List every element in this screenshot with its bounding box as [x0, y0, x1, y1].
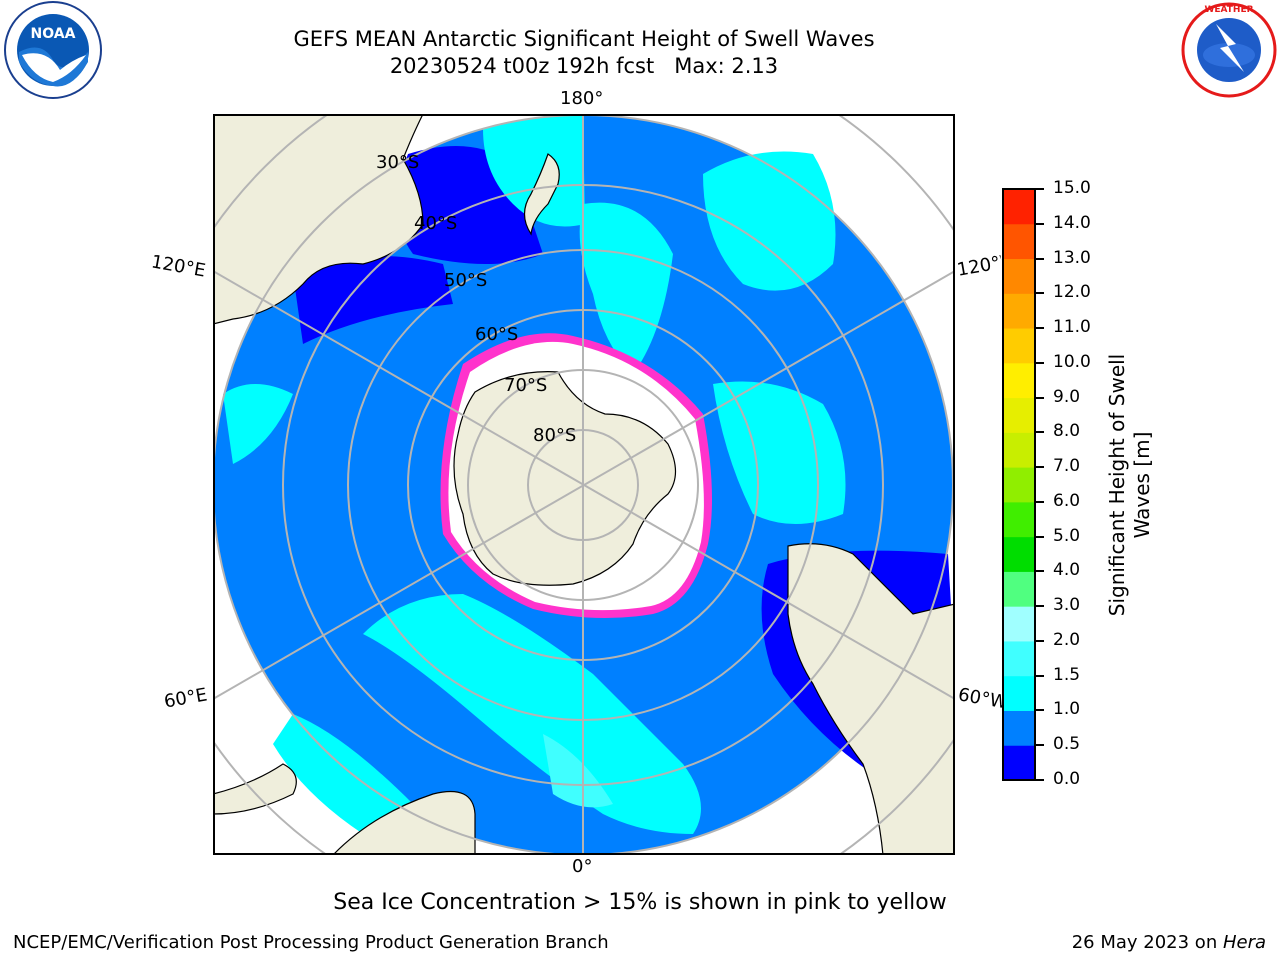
lat-label-30s: 30°S — [376, 152, 420, 173]
map-frame — [213, 114, 955, 855]
colorbar-segment — [1003, 640, 1035, 677]
nws-logo: WEATHER — [1181, 2, 1277, 98]
colorbar-tick-mark — [1036, 744, 1044, 747]
colorbar-tick-label: 9.0 — [1053, 386, 1081, 407]
colorbar-segment — [1003, 536, 1035, 572]
colorbar-segment — [1003, 258, 1035, 294]
colorbar-segment — [1003, 606, 1035, 642]
colorbar-segment — [1003, 397, 1035, 433]
colorbar-tick-label: 2.0 — [1053, 629, 1081, 650]
colorbar-tick-label: 0.0 — [1053, 769, 1081, 789]
svg-text:WEATHER: WEATHER — [1204, 5, 1253, 15]
colorbar-tick-label: 11.0 — [1053, 317, 1091, 338]
lat-label-80s: 80°S — [533, 425, 577, 446]
colorbar-tick-mark — [1036, 570, 1044, 573]
colorbar-segment — [1003, 432, 1035, 468]
lon-label-120w: 120°W — [955, 252, 1004, 281]
colorbar-tick-mark — [1036, 292, 1044, 295]
colorbar-tick-mark — [1036, 466, 1044, 469]
lat-label-60s: 60°S — [475, 324, 519, 345]
colorbar-tick-mark — [1036, 535, 1044, 538]
colorbar-tick-label: 14.0 — [1053, 212, 1091, 233]
colorbar — [1002, 188, 1036, 781]
noaa-logo: NOAA — [4, 1, 102, 99]
colorbar-tick-mark — [1036, 396, 1044, 399]
sea-ice-note: Sea Ice Concentration > 15% is shown in … — [333, 890, 947, 915]
colorbar-tick-mark — [1036, 188, 1044, 190]
lon-label-60w: 60°W — [956, 684, 1005, 713]
lon-label-180: 180° — [560, 88, 604, 109]
africa-landmass — [332, 790, 476, 855]
colorbar-tick-mark — [1036, 605, 1044, 608]
lon-label-0: 0° — [572, 856, 593, 877]
colorbar-tick-label: 7.0 — [1053, 456, 1081, 477]
colorbar-segment — [1003, 467, 1035, 503]
colorbar-tick-label: 12.0 — [1053, 282, 1091, 303]
footer-date: 26 May 2023 on Hera — [1071, 932, 1266, 953]
colorbar-segment — [1003, 571, 1035, 607]
lon-label-120e: 120°E — [149, 251, 208, 282]
colorbar-segment — [1003, 328, 1035, 364]
footer-credit: NCEP/EMC/Verification Post Processing Pr… — [13, 932, 609, 953]
colorbar-segment — [1003, 293, 1035, 329]
colorbar-tick-mark — [1036, 639, 1044, 642]
colorbar-tick-label: 0.5 — [1053, 734, 1081, 755]
chart-subtitle: 20230524 t00z 192h fcst Max: 2.13 — [389, 54, 779, 78]
colorbar-tick-label: 1.0 — [1053, 699, 1081, 720]
madagascar-landmass — [213, 763, 297, 815]
colorbar-tick-mark — [1036, 222, 1044, 225]
colorbar-tick-label: 15.0 — [1053, 178, 1091, 198]
colorbar-tick-mark — [1036, 674, 1044, 677]
colorbar-tick-label: 8.0 — [1053, 421, 1081, 442]
colorbar-segment — [1003, 223, 1035, 260]
colorbar-tick-label: 4.0 — [1053, 560, 1081, 581]
colorbar-tick-label: 3.0 — [1053, 595, 1081, 616]
meridian-lines — [213, 114, 955, 855]
map-panel — [213, 114, 955, 855]
colorbar-tick-label: 1.5 — [1053, 664, 1081, 685]
new-zealand-landmass — [523, 153, 560, 236]
colorbar-tick-mark — [1036, 257, 1044, 260]
colorbar-tick-mark — [1036, 431, 1044, 434]
lat-label-50s: 50°S — [444, 270, 488, 291]
colorbar-tick-label: 13.0 — [1053, 247, 1091, 268]
colorbar-tick-label: 6.0 — [1053, 490, 1081, 511]
colorbar-segment — [1003, 501, 1035, 538]
colorbar-segment — [1003, 362, 1035, 399]
lat-label-40s: 40°S — [414, 213, 458, 234]
colorbar-tick-label: 10.0 — [1053, 351, 1091, 372]
chart-title: GEFS MEAN Antarctic Significant Height o… — [293, 27, 875, 51]
colorbar-tick-mark — [1036, 500, 1044, 503]
colorbar-segment — [1003, 675, 1035, 711]
lat-label-70s: 70°S — [504, 375, 548, 396]
colorbar-segment — [1003, 189, 1035, 225]
colorbar-tick-mark — [1036, 709, 1044, 712]
colorbar-tick-mark — [1036, 361, 1044, 364]
colorbar-label: Significant Height of Swell Waves [m] — [1105, 353, 1154, 617]
lon-label-60e: 60°E — [162, 684, 209, 713]
colorbar-segment — [1003, 710, 1035, 746]
colorbar-tick-label: 5.0 — [1053, 525, 1081, 546]
colorbar-tick-mark — [1036, 779, 1044, 781]
colorbar-segment — [1003, 745, 1035, 781]
colorbar-tick-mark — [1036, 327, 1044, 330]
svg-text:NOAA: NOAA — [31, 26, 76, 42]
